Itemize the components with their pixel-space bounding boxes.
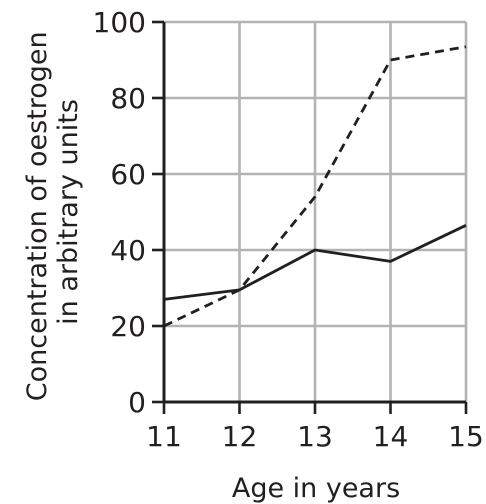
y-axis-title-line-2: in arbitrary units: [53, 99, 84, 325]
series-dashed-line: [163, 45, 467, 328]
x-tick-label-14: 14: [373, 420, 409, 453]
x-tick-label-11: 11: [146, 420, 182, 453]
y-tick-label-60: 60: [110, 158, 146, 191]
series-solid-line: [163, 224, 467, 301]
x-tick-label-15: 15: [448, 420, 484, 453]
y-tick-label-100: 100: [93, 6, 146, 39]
tick-labels: 0 20 40 60 80 100 11 12 13 14 15: [93, 6, 484, 453]
y-tick-label-80: 80: [110, 82, 146, 115]
x-tick-label-12: 12: [222, 420, 258, 453]
x-axis-title: Age in years: [232, 473, 400, 504]
y-tick-label-40: 40: [110, 234, 146, 267]
y-tick-label-20: 20: [110, 310, 146, 343]
x-tick-label-13: 13: [297, 420, 333, 453]
axes: [152, 20, 468, 414]
series-lines: [163, 45, 467, 328]
y-axis-title-line-1: Concentration of oestrogen: [22, 31, 53, 401]
y-axis-title: Concentration of oestrogen in arbitrary …: [22, 23, 84, 401]
y-tick-label-0: 0: [128, 386, 146, 419]
grid: [164, 20, 468, 402]
